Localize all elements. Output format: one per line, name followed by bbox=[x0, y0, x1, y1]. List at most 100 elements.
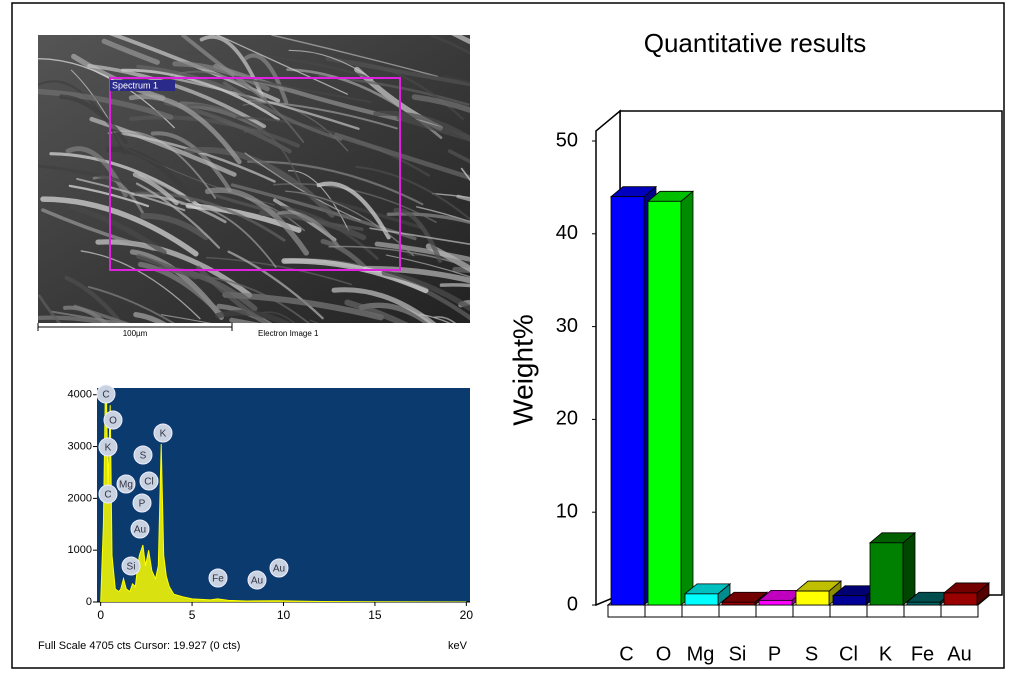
image-caption: Electron Image 1 bbox=[258, 329, 319, 338]
peak-label: Fe bbox=[212, 574, 224, 585]
peak-label: Au bbox=[251, 576, 263, 587]
bar bbox=[795, 590, 830, 606]
texture bbox=[333, 132, 470, 181]
texture bbox=[271, 35, 439, 78]
y-tick-label: 3000 bbox=[68, 440, 92, 452]
texture bbox=[89, 116, 237, 177]
peak-marker bbox=[269, 558, 289, 578]
peak-label: K bbox=[105, 443, 112, 454]
peak-label: C bbox=[104, 490, 111, 501]
texture bbox=[183, 147, 336, 218]
texture bbox=[460, 167, 470, 182]
bar-side bbox=[902, 531, 916, 606]
texture bbox=[235, 116, 431, 177]
texture bbox=[137, 261, 225, 318]
texture bbox=[87, 286, 176, 323]
texture bbox=[160, 314, 212, 323]
texture bbox=[133, 312, 167, 323]
texture bbox=[136, 64, 232, 92]
texture bbox=[206, 276, 311, 323]
peak-marker bbox=[153, 423, 173, 443]
x-tick-label: 5 bbox=[189, 608, 196, 622]
texture bbox=[280, 205, 379, 261]
texture bbox=[178, 70, 305, 143]
peak-marker bbox=[139, 471, 159, 491]
texture bbox=[369, 227, 470, 246]
texture bbox=[204, 187, 310, 256]
x-tick-label: 15 bbox=[368, 608, 382, 622]
texture bbox=[121, 68, 280, 122]
texture bbox=[41, 208, 156, 251]
peak-label: K bbox=[160, 429, 167, 440]
bar bbox=[906, 601, 941, 606]
texture bbox=[65, 146, 128, 198]
y-tick-label: 20 bbox=[556, 408, 578, 430]
texture bbox=[206, 256, 352, 286]
texture bbox=[181, 35, 267, 101]
texture bbox=[196, 265, 270, 323]
texture bbox=[73, 304, 131, 323]
y-tick-label: 4000 bbox=[68, 389, 92, 401]
y-tick-label: 0 bbox=[567, 593, 578, 615]
peak-marker bbox=[103, 410, 123, 430]
texture bbox=[386, 212, 470, 225]
x-tick-label: Mg bbox=[687, 643, 715, 665]
x-tick-label: O bbox=[656, 643, 672, 665]
texture bbox=[344, 299, 409, 323]
texture bbox=[381, 270, 470, 312]
spectrum-fill bbox=[100, 388, 467, 602]
spectrum-line bbox=[100, 388, 467, 602]
peak-marker bbox=[121, 556, 141, 576]
texture bbox=[180, 203, 277, 268]
texture bbox=[425, 243, 470, 273]
bar bbox=[610, 196, 645, 606]
texture bbox=[215, 309, 292, 323]
chart-title: Quantitative results bbox=[644, 28, 867, 58]
texture bbox=[68, 184, 150, 208]
texture bbox=[442, 74, 470, 84]
y-tick-label: 30 bbox=[556, 315, 578, 337]
texture bbox=[244, 152, 361, 221]
texture bbox=[101, 38, 160, 65]
y-axis-label: Weight% bbox=[507, 314, 538, 426]
texture bbox=[373, 110, 470, 142]
peak-marker bbox=[98, 437, 118, 457]
texture bbox=[419, 313, 451, 323]
texture bbox=[396, 114, 470, 142]
texture bbox=[87, 63, 267, 129]
peak-marker bbox=[132, 493, 152, 513]
bar bbox=[684, 593, 719, 606]
texture bbox=[355, 165, 470, 221]
texture bbox=[331, 287, 437, 323]
texture bbox=[38, 294, 62, 323]
texture bbox=[451, 35, 470, 45]
peak-marker bbox=[133, 445, 153, 465]
texture bbox=[38, 315, 116, 323]
texture bbox=[439, 283, 470, 288]
peak-label: Cl bbox=[144, 477, 153, 488]
texture bbox=[59, 94, 129, 145]
x-tick-label: Si bbox=[729, 643, 747, 665]
texture bbox=[186, 51, 371, 79]
texture bbox=[233, 75, 372, 103]
texture bbox=[215, 35, 349, 95]
texture bbox=[136, 253, 198, 280]
y-tick-label: 50 bbox=[556, 129, 578, 151]
texture bbox=[374, 241, 470, 262]
peak-label: C bbox=[102, 390, 109, 401]
peak-marker bbox=[116, 474, 136, 494]
texture bbox=[40, 196, 199, 257]
texture bbox=[128, 94, 242, 165]
texture bbox=[140, 212, 209, 241]
texture bbox=[227, 250, 324, 320]
texture bbox=[187, 103, 269, 135]
peak-label: Si bbox=[127, 562, 136, 573]
texture bbox=[285, 190, 415, 257]
x-tick-label: K bbox=[879, 643, 893, 665]
y-tick-label: 1000 bbox=[68, 544, 92, 556]
x-tick-label: C bbox=[619, 643, 633, 665]
texture bbox=[325, 56, 470, 87]
bar bbox=[869, 542, 904, 606]
texture bbox=[244, 53, 289, 105]
bar bbox=[721, 601, 756, 606]
